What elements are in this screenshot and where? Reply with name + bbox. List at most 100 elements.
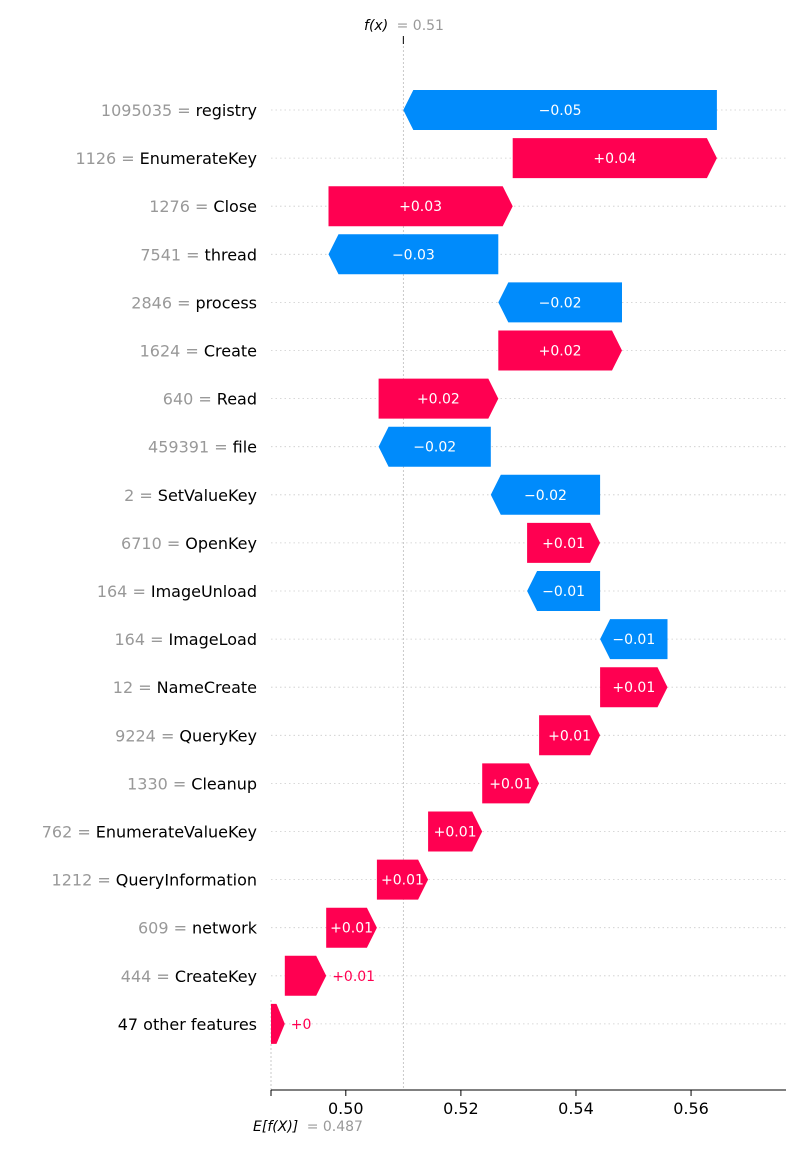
feature-value: 1095035 =: [101, 101, 191, 120]
contribution-bar: [284, 955, 327, 996]
bar-value-label: +0.01: [381, 873, 424, 889]
x-axis: 0.50 0.52 0.54 0.56: [270, 1089, 786, 1118]
feature-value: 6710 =: [121, 534, 180, 553]
feature-name: process: [196, 293, 257, 312]
output-value-label: f(x) = 0.51: [364, 18, 444, 34]
contribution-bar: [498, 282, 622, 323]
contribution-bar: [527, 522, 601, 563]
contribution-bar: [490, 474, 601, 515]
bar-value-label: −0.03: [392, 247, 435, 263]
feature-value: 1126 =: [75, 149, 134, 168]
feature-name: 47 other features: [118, 1015, 257, 1034]
bar-value-label: +0.01: [612, 680, 655, 696]
feature-value: 1330 =: [127, 774, 186, 793]
feature-value: 7541 =: [140, 245, 199, 264]
contribution-bar: [498, 330, 622, 371]
contribution-bar: [328, 186, 513, 227]
base-label: E[f(X)]: [253, 1119, 298, 1135]
contribution-bar: [378, 378, 499, 419]
feature-name: NameCreate: [157, 678, 257, 697]
contribution-bar: [326, 907, 377, 948]
feature-name: CreateKey: [175, 967, 257, 986]
feature-name: QueryInformation: [116, 871, 257, 890]
feature-value: 2 =: [124, 486, 153, 505]
feature-name: ImageLoad: [169, 630, 258, 649]
bar-value-label: −0.05: [539, 103, 582, 119]
contribution-bar: [403, 90, 717, 130]
bar-value-label: −0.02: [539, 295, 582, 311]
feature-label: 1126 = EnumerateKey: [75, 149, 257, 168]
feature-value: 2846 =: [131, 293, 190, 312]
feature-value: 9224 =: [115, 726, 174, 745]
feature-label: 1095035 = registry: [101, 101, 257, 120]
contribution-bar: [378, 426, 491, 467]
contribution-bar: [527, 571, 601, 611]
feature-name: SetValueKey: [158, 486, 257, 505]
feature-name: QueryKey: [179, 726, 257, 745]
bar-value-label: +0.01: [542, 536, 585, 552]
feature-value: 609 =: [138, 919, 187, 938]
feature-label: 12 = NameCreate: [113, 678, 257, 697]
bar-value-label: +0.01: [332, 969, 375, 985]
feature-value: 762 =: [42, 823, 91, 842]
bar-value-label: +0.01: [434, 825, 477, 841]
bar-value-label: +0.03: [399, 199, 442, 215]
feature-labels: 1095035 = registry 1126 = EnumerateKey 1276 …: [42, 101, 258, 1034]
feature-label: 459391 = file: [148, 438, 257, 457]
base-value-label: E[f(X)] = 0.487: [253, 1119, 363, 1135]
feature-value: 1624 =: [140, 342, 199, 361]
contribution-bar: [271, 1003, 285, 1044]
bar-value-label: +0.02: [539, 344, 582, 360]
feature-name: file: [233, 438, 257, 457]
bar-value-label: +0: [291, 1017, 312, 1033]
feature-label: 2 = SetValueKey: [124, 486, 257, 505]
feature-label: 444 = CreateKey: [121, 967, 257, 986]
feature-label: 762 = EnumerateValueKey: [42, 823, 257, 842]
feature-name: OpenKey: [185, 534, 257, 553]
bar-value-label: −0.02: [413, 440, 456, 456]
x-tick-label: 0.56: [673, 1099, 709, 1118]
bar-value-label: +0.02: [417, 392, 460, 408]
bar-value-label: +0.04: [593, 151, 636, 167]
feature-label: 609 = network: [138, 919, 258, 938]
contribution-bar: [328, 234, 499, 275]
contribution-bars: −0.05 +0.04 +0.03 −0.03 −0.02 +0.02 +0.02 −0.02…: [271, 90, 717, 1044]
x-tick-label: 0.50: [328, 1099, 364, 1118]
feature-label: 164 = ImageLoad: [114, 630, 257, 649]
feature-name: Read: [217, 390, 257, 409]
contribution-bar: [512, 138, 717, 179]
feature-value: 444 =: [121, 967, 170, 986]
feature-value: 459391 =: [148, 438, 228, 457]
feature-label: 1212 = QueryInformation: [52, 871, 257, 890]
feature-value: 164 =: [114, 630, 163, 649]
contribution-bar: [482, 763, 540, 804]
base-value-text: = 0.487: [307, 1119, 363, 1135]
feature-name: EnumerateValueKey: [96, 823, 257, 842]
feature-label: 1276 = Close: [149, 197, 257, 216]
bar-value-label: −0.02: [524, 488, 567, 504]
bar-value-label: +0.01: [548, 728, 591, 744]
feature-label: 7541 = thread: [140, 245, 257, 264]
feature-name: EnumerateKey: [140, 149, 257, 168]
bar-value-label: +0.01: [330, 921, 373, 937]
output-label: f(x): [364, 18, 388, 34]
bar-value-label: −0.01: [542, 584, 585, 600]
feature-name: network: [192, 919, 258, 938]
feature-label: 640 = Read: [163, 390, 257, 409]
feature-value: 12 =: [113, 678, 152, 697]
feature-value: 640 =: [163, 390, 212, 409]
bar-value-label: +0.01: [489, 776, 532, 792]
contribution-bar: [539, 715, 601, 756]
feature-name: Create: [204, 342, 257, 361]
feature-name: Close: [213, 197, 257, 216]
feature-value: 1212 =: [52, 871, 111, 890]
feature-label: 1330 = Cleanup: [127, 774, 257, 793]
feature-label: 47 other features: [118, 1015, 257, 1034]
feature-name: ImageUnload: [151, 582, 257, 601]
feature-label: 164 = ImageUnload: [97, 582, 257, 601]
feature-name: registry: [196, 101, 257, 120]
feature-value: 1276 =: [149, 197, 208, 216]
x-tick-label: 0.54: [558, 1099, 594, 1118]
feature-name: Cleanup: [191, 774, 257, 793]
